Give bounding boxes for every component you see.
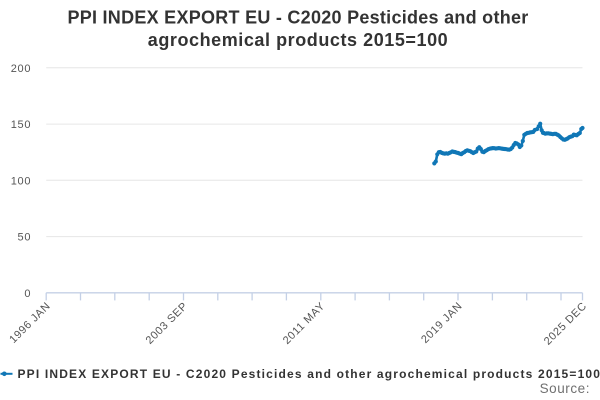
svg-text:PPI INDEX EXPORT EU - C2020 Pe: PPI INDEX EXPORT EU - C2020 Pesticides a… (18, 367, 600, 381)
svg-text:Source:: Source: (540, 381, 590, 396)
svg-text:1996 JAN: 1996 JAN (7, 300, 53, 346)
svg-text:2011 MAY: 2011 MAY (281, 300, 328, 347)
svg-text:200: 200 (11, 63, 31, 75)
svg-text:50: 50 (18, 232, 32, 244)
svg-text:agrochemical products 2015=100: agrochemical products 2015=100 (148, 30, 448, 50)
svg-text:150: 150 (11, 119, 31, 131)
svg-text:2019 JAN: 2019 JAN (419, 300, 465, 346)
svg-text:100: 100 (11, 175, 31, 187)
svg-text:PPI INDEX EXPORT EU - C2020 Pe: PPI INDEX EXPORT EU - C2020 Pesticides a… (67, 8, 528, 28)
svg-text:2025 DEC: 2025 DEC (542, 300, 589, 347)
svg-text:0: 0 (24, 288, 31, 300)
svg-text:2003 SEP: 2003 SEP (144, 300, 191, 347)
